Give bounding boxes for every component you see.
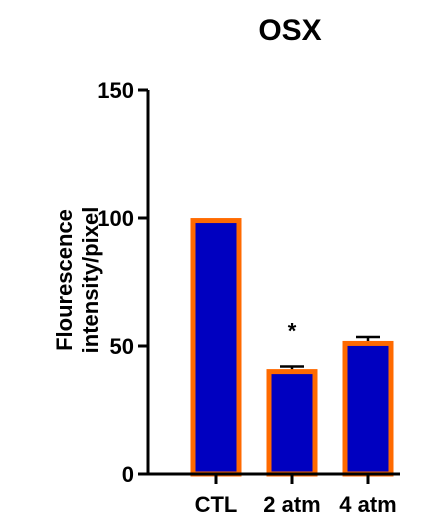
bar <box>266 369 318 477</box>
y-axis-label-line-2: intensity/pixel <box>78 207 103 354</box>
x-tick-label: 2 atm <box>263 492 320 517</box>
bar <box>190 218 242 477</box>
y-axis-label-line-1: Flourescence <box>52 209 77 351</box>
significance-annotation: * <box>288 318 297 343</box>
x-tick-label: 4 atm <box>339 492 396 517</box>
y-tick-label: 150 <box>97 78 134 103</box>
chart-title: OSX <box>258 14 321 47</box>
x-tick-label: CTL <box>195 492 238 517</box>
y-tick-label: 50 <box>110 334 134 359</box>
y-axis-label: Flourescence intensity/pixel <box>52 207 103 354</box>
y-tick-label: 100 <box>97 206 134 231</box>
plot-area: 0 50 100 150 CTL 2 atm * 4 atm <box>97 78 400 517</box>
y-tick-label: 0 <box>122 462 134 487</box>
bar <box>342 340 394 477</box>
